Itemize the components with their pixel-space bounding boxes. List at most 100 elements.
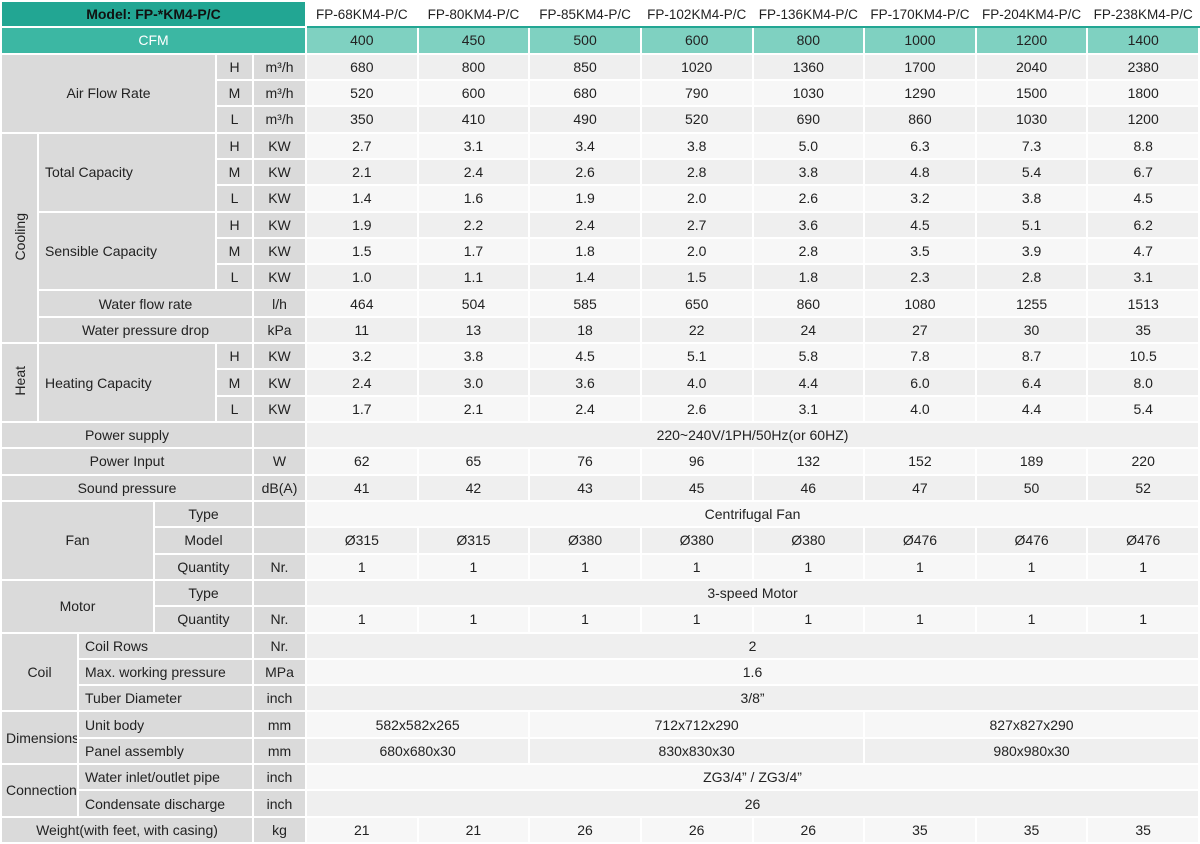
value-cell: 21 (416, 815, 531, 844)
row-label: Power supply (0, 420, 254, 450)
value-cell: 2040 (974, 52, 1089, 81)
section-label: Cooling (0, 131, 39, 345)
value-cell: 35 (863, 815, 977, 844)
value-cell: 1020 (639, 52, 754, 81)
value-cell: 5.4 (1086, 394, 1200, 424)
value-cell: 490 (528, 105, 642, 134)
table-row: Tuber Diameter inch 3/8” (1, 684, 1200, 713)
value-cell: 582x582x265 (304, 710, 531, 739)
table-row: Sensible Capacity H KW 1.9 2.2 2.4 2.7 3.6 4.5 5.… (1, 210, 1200, 292)
value-cell: 2.8 (751, 236, 866, 266)
value-cell: 827x827x290 (863, 710, 1200, 739)
value-cell: 3.8 (639, 131, 754, 160)
value-cell: 220 (1086, 447, 1200, 476)
value-cell: 3.1 (416, 131, 531, 160)
value-cell: 3.4 (528, 131, 642, 160)
unit: kg (252, 815, 307, 844)
unit: KW (252, 236, 307, 266)
value-cell: 2.4 (528, 210, 642, 239)
value-cell: 220~240V/1PH/50Hz(or 60HZ) (305, 420, 1200, 450)
table-row: Power Input W 62 65 76 96 132 152 189 220 (0, 447, 1200, 476)
value-cell: 6.7 (1086, 157, 1200, 187)
value-cell: 2.1 (305, 157, 419, 187)
unit: m³/h (252, 105, 307, 134)
value-cell: 1360 (751, 52, 866, 81)
value-cell: 76 (528, 447, 642, 476)
speed: M (215, 78, 254, 108)
table-row: CFM 400 450 500 600 800 1000 1200 1400 (0, 26, 1200, 55)
value-cell: 464 (305, 289, 419, 318)
row-label: Heating Capacity (37, 342, 217, 423)
value-cell: 504 (416, 289, 531, 318)
row-label: Water pressure drop (37, 315, 254, 345)
value-cell: 152 (863, 447, 977, 476)
value-cell: 1.6 (305, 657, 1200, 687)
value-cell: 600 (416, 78, 531, 108)
row-label: Panel assembly (77, 736, 254, 766)
value-cell: 5.1 (639, 342, 754, 371)
value-cell: 4.5 (863, 210, 977, 239)
value-cell: 1255 (974, 289, 1089, 318)
row-label: Sensible Capacity (37, 210, 217, 292)
value-cell: 3.0 (416, 368, 531, 397)
speed: M (215, 368, 254, 397)
speed: L (215, 184, 254, 213)
value-cell: 4.4 (751, 368, 866, 397)
speed: L (215, 263, 254, 292)
row-label: Tuber Diameter (77, 684, 254, 713)
value-cell: 800 (416, 52, 531, 81)
table-row: M KW 2.1 2.4 2.6 2.8 3.8 4.8 5.4 6.7 (1, 157, 1200, 187)
value-cell: 7.8 (863, 342, 977, 371)
value-cell: 680 (305, 52, 419, 81)
table-row: Condensate discharge inch 26 (1, 789, 1200, 818)
value-cell: 2.8 (639, 157, 754, 187)
cfm-label: CFM (0, 26, 307, 55)
value-cell: 1 (863, 552, 977, 581)
value-cell: 1030 (751, 78, 866, 108)
speed: L (215, 394, 254, 424)
value-cell: 3.8 (416, 342, 531, 371)
value-cell: 50 (974, 473, 1089, 502)
value-cell: 62 (305, 447, 419, 476)
value-cell: 4.4 (974, 394, 1089, 424)
unit (252, 578, 307, 608)
value-cell: 1.0 (305, 263, 419, 292)
table-row: Model: FP-*KM4-P/C FP-68KM4-P/C FP-80KM4-P… (0, 0, 1200, 29)
value-cell: Ø476 (863, 526, 977, 555)
row-label: Quantity (153, 605, 254, 634)
speed: H (215, 210, 254, 239)
model-name: FP-204KM4-P/C (974, 0, 1089, 29)
table-row: Max. working pressure MPa 1.6 (1, 657, 1200, 687)
value-cell: 3.5 (863, 236, 977, 266)
unit: m³/h (252, 52, 307, 81)
value-cell: 5.4 (974, 157, 1089, 187)
value-cell: 5.8 (751, 342, 866, 371)
section-label: Coil (0, 631, 79, 713)
value-cell: 2.3 (863, 263, 977, 292)
unit: KW (252, 184, 307, 213)
value-cell: 24 (751, 315, 866, 345)
table-row: Heat Heating Capacity H KW 3.2 3.8 4.5 5.1 5.8 7.… (0, 342, 1200, 423)
value-cell: 21 (305, 815, 419, 844)
value-cell: 2.8 (974, 263, 1089, 292)
model-name: FP-85KM4-P/C (528, 0, 642, 29)
value-cell: 1.5 (639, 263, 754, 292)
value-cell: 1.6 (416, 184, 531, 213)
unit: W (252, 447, 307, 476)
table-row: M KW 2.4 3.0 3.6 4.0 4.4 6.0 6.4 8.0 (1, 368, 1200, 397)
value-cell: 1 (305, 552, 419, 581)
value-cell: 690 (751, 105, 866, 134)
value-cell: 47 (863, 473, 977, 502)
table-row: Panel assembly mm 680x680x30 830x830x30 980x… (1, 736, 1200, 766)
row-label: Condensate discharge (77, 789, 254, 818)
value-cell: 2.2 (416, 210, 531, 239)
value-cell: 2 (305, 631, 1200, 660)
value-cell: 4.0 (863, 394, 977, 424)
value-cell: 35 (1086, 315, 1200, 345)
value-cell: Ø476 (1086, 526, 1200, 555)
row-label: Total Capacity (37, 131, 217, 213)
section-label: Fan (0, 499, 155, 581)
value-cell: 7.3 (974, 131, 1089, 160)
value-cell: 46 (751, 473, 866, 502)
